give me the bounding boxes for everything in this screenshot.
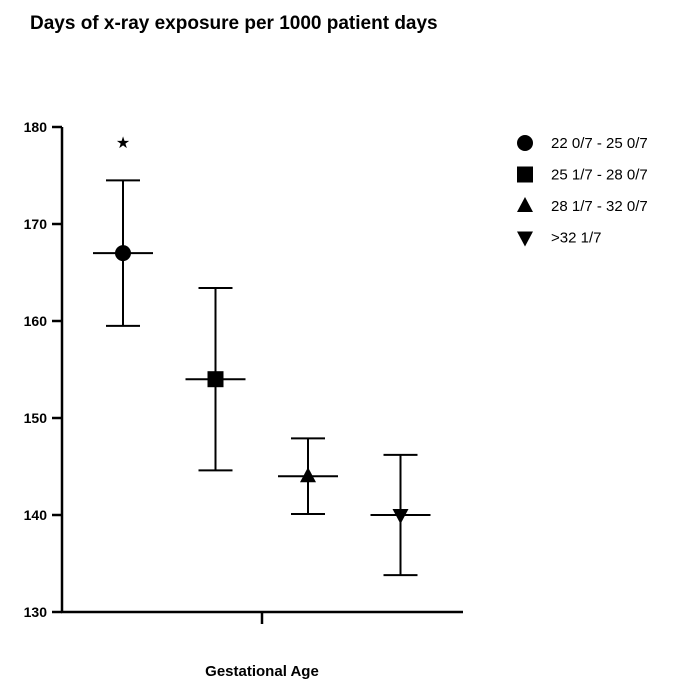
legend-marker [517, 197, 533, 212]
data-point-group [278, 437, 338, 516]
y-tick-label: 180 [24, 119, 48, 135]
legend-label: 22 0/7 - 25 0/7 [551, 135, 648, 152]
chart-title: Days of x-ray exposure per 1000 patient … [30, 13, 438, 34]
data-point-marker [207, 371, 224, 388]
legend-item: 25 1/7 - 28 0/7 [517, 166, 648, 184]
data-point-marker [300, 467, 316, 483]
x-axis-label: Gestational Age [205, 663, 319, 680]
legend-item: 22 0/7 - 25 0/7 [517, 135, 648, 152]
legend-marker [517, 231, 533, 247]
x-axis: Gestational Age [61, 610, 463, 680]
significance-annotation: ★ [116, 135, 130, 152]
y-tick-label: 140 [24, 507, 48, 523]
legend-label: 25 1/7 - 28 0/7 [551, 167, 648, 184]
legend-marker [517, 166, 533, 183]
data-point-marker [115, 245, 131, 262]
data-point-group [185, 287, 246, 472]
y-axis: 130 140 150 160 170 180 [24, 119, 64, 620]
y-tick-label: 130 [24, 604, 48, 620]
legend-marker [517, 135, 533, 151]
y-ticks: 130 140 150 160 170 180 [24, 119, 62, 620]
legend: 22 0/7 - 25 0/7 25 1/7 - 28 0/7 28 1/7 - 3… [517, 135, 648, 247]
y-tick-label: 150 [24, 410, 48, 426]
data-point-group [370, 453, 431, 577]
legend-label: 28 1/7 - 32 0/7 [551, 198, 648, 215]
data-point-marker [392, 509, 409, 524]
y-tick-label: 170 [24, 216, 48, 232]
legend-label: >32 1/7 [551, 230, 601, 247]
data-point-group [93, 179, 153, 327]
plot-area [93, 179, 431, 577]
legend-item: 28 1/7 - 32 0/7 [517, 197, 648, 215]
legend-item: >32 1/7 [517, 230, 601, 247]
y-tick-label: 160 [24, 313, 48, 329]
